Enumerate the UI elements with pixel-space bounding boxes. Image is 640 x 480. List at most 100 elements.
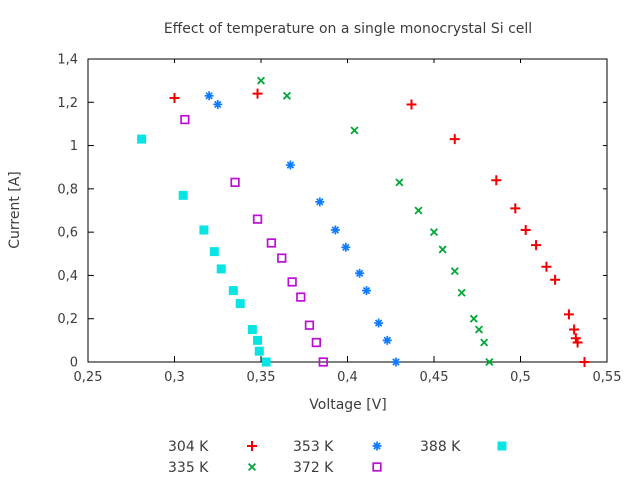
legend-label: 353 K bbox=[293, 439, 334, 455]
marker-asterisk-icon bbox=[372, 441, 382, 451]
marker-x-icon bbox=[247, 462, 257, 472]
marker-asterisk-icon bbox=[315, 197, 325, 207]
marker-filled-square-icon bbox=[137, 134, 147, 144]
x-tick-label: 0,3 bbox=[164, 370, 185, 385]
marker-filled-square-icon bbox=[497, 441, 507, 451]
marker-filled-square-icon bbox=[228, 286, 238, 296]
marker-x-icon bbox=[395, 178, 404, 187]
marker-filled-square-icon bbox=[199, 225, 209, 235]
marker-plus-icon bbox=[406, 99, 417, 110]
marker-filled-square-icon bbox=[216, 264, 226, 274]
marker-x-icon bbox=[469, 314, 478, 323]
marker-open-square-icon bbox=[311, 337, 322, 348]
marker-open-square-icon bbox=[277, 253, 287, 263]
legend-item: 335 K bbox=[168, 460, 257, 476]
marker-plus-icon bbox=[541, 261, 552, 272]
x-tick-label: 0,55 bbox=[593, 370, 622, 385]
marker-x-icon bbox=[480, 338, 489, 347]
marker-x-icon bbox=[450, 267, 459, 276]
marker-asterisk-icon bbox=[382, 335, 392, 345]
marker-plus-icon bbox=[579, 357, 590, 367]
x-tick-label: 0,5 bbox=[510, 370, 531, 385]
marker-asterisk-icon bbox=[204, 91, 214, 101]
marker-filled-square-icon bbox=[253, 335, 263, 345]
series-388-k bbox=[137, 134, 271, 367]
marker-asterisk-icon bbox=[213, 99, 223, 109]
marker-asterisk-icon bbox=[391, 357, 401, 367]
marker-filled-square-icon bbox=[261, 357, 271, 367]
marker-x-icon bbox=[282, 91, 291, 100]
legend-label: 304 K bbox=[168, 439, 209, 455]
y-tick-label: 1,2 bbox=[57, 96, 78, 111]
marker-plus-icon bbox=[572, 337, 583, 348]
x-axis-label: Voltage [V] bbox=[309, 397, 386, 413]
marker-open-square-icon bbox=[180, 114, 190, 125]
marker-filled-square-icon bbox=[254, 346, 264, 356]
marker-plus-icon bbox=[252, 88, 263, 99]
y-tick-label: 0 bbox=[70, 356, 78, 371]
chart-title: Effect of temperature on a single monocr… bbox=[164, 21, 532, 37]
legend-label: 388 K bbox=[420, 439, 461, 455]
plot-area: 0,25 0,3 0,35 0,4 0,45 0,5 0,55 0 0,2 0,4 0,6 0,8 1 1… bbox=[57, 53, 621, 386]
marker-open-square-icon bbox=[296, 292, 306, 302]
legend-label: 372 K bbox=[293, 460, 334, 476]
series-372-k bbox=[180, 114, 328, 367]
marker-x-icon bbox=[350, 126, 359, 135]
y-tick-label: 0,6 bbox=[57, 226, 78, 241]
marker-open-square-icon bbox=[252, 214, 263, 224]
x-tick-label: 0,4 bbox=[337, 370, 358, 385]
marker-x-icon bbox=[485, 357, 494, 367]
y-tick-label: 1 bbox=[70, 139, 78, 154]
marker-asterisk-icon bbox=[285, 160, 295, 170]
marker-asterisk-icon bbox=[355, 268, 365, 278]
marker-x-icon bbox=[414, 206, 423, 215]
y-tick-label: 1,4 bbox=[57, 53, 78, 68]
marker-x-icon bbox=[429, 228, 439, 237]
x-tick-label: 0,35 bbox=[247, 370, 276, 385]
marker-plus-icon bbox=[169, 92, 180, 103]
marker-plus-icon bbox=[449, 134, 460, 145]
marker-plus-icon bbox=[520, 224, 531, 235]
marker-open-square-icon bbox=[230, 177, 240, 188]
marker-filled-square-icon bbox=[235, 299, 245, 309]
marker-open-square-icon bbox=[318, 357, 328, 367]
y-tick-label: 0,4 bbox=[57, 269, 78, 284]
legend-item: 372 K bbox=[293, 460, 382, 476]
marker-open-square-icon bbox=[304, 320, 315, 330]
y-tick-label: 0,2 bbox=[57, 312, 78, 327]
legend-item: 388 K bbox=[420, 439, 507, 455]
marker-plus-icon bbox=[491, 175, 502, 186]
marker-x-icon bbox=[474, 325, 484, 334]
marker-asterisk-icon bbox=[362, 286, 372, 296]
marker-open-square-icon bbox=[287, 277, 297, 287]
marker-filled-square-icon bbox=[178, 190, 188, 200]
series-335-k bbox=[256, 76, 494, 367]
y-tick-label: 0,8 bbox=[57, 182, 78, 197]
marker-plus-icon bbox=[247, 441, 257, 451]
legend-label: 335 K bbox=[168, 460, 209, 476]
marker-plus-icon bbox=[569, 324, 580, 335]
marker-plus-icon bbox=[550, 274, 561, 285]
legend-item: 304 K bbox=[168, 439, 257, 455]
marker-filled-square-icon bbox=[247, 325, 257, 335]
marker-open-square-icon bbox=[372, 462, 382, 472]
legend-item: 353 K bbox=[293, 439, 382, 455]
marker-plus-icon bbox=[531, 240, 542, 251]
x-tick-label: 0,45 bbox=[420, 370, 449, 385]
marker-x-icon bbox=[256, 76, 266, 85]
marker-plus-icon bbox=[563, 309, 574, 320]
marker-x-icon bbox=[438, 245, 447, 254]
marker-filled-square-icon bbox=[209, 247, 219, 257]
marker-asterisk-icon bbox=[341, 242, 351, 252]
marker-plus-icon bbox=[510, 203, 521, 214]
series-353-k bbox=[204, 91, 401, 367]
marker-asterisk-icon bbox=[374, 318, 384, 328]
legend: 304 K 335 K 353 K 372 K 388 K bbox=[168, 439, 507, 476]
y-axis-label: Current [A] bbox=[7, 171, 23, 249]
marker-asterisk-icon bbox=[330, 225, 340, 235]
plot-border bbox=[87, 58, 608, 363]
marker-x-icon bbox=[457, 288, 466, 297]
series-304-k bbox=[169, 88, 590, 367]
